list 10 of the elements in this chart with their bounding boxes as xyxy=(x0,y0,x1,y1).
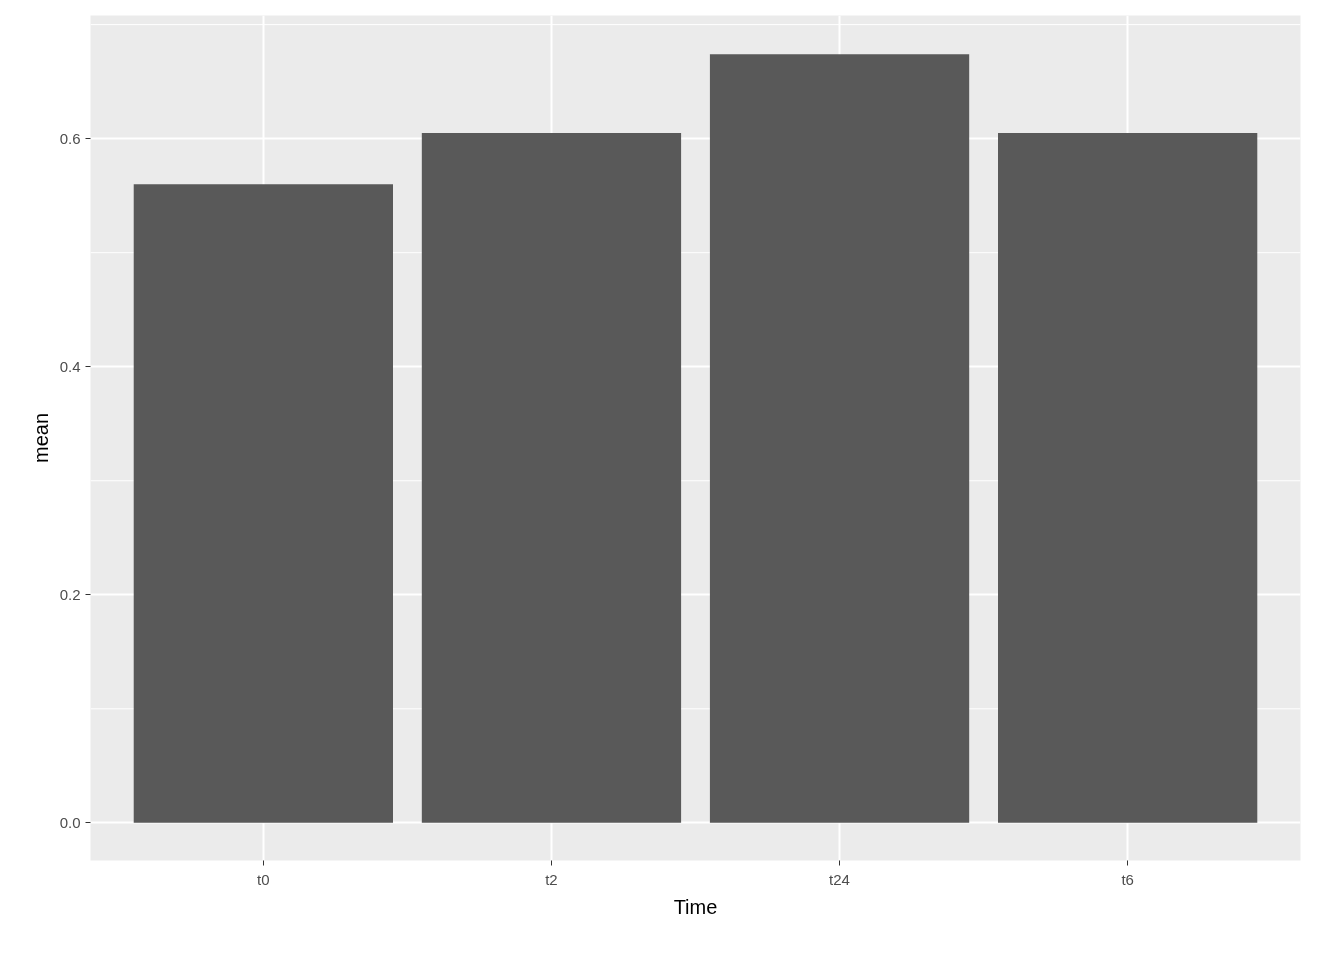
x-tick-label: t0 xyxy=(257,870,270,888)
y-tick-label: 0.4 xyxy=(59,357,81,375)
y-tick-label: 0.0 xyxy=(59,813,81,831)
y-tick-label: 0.6 xyxy=(59,129,81,147)
x-tick-label: t6 xyxy=(1121,870,1134,888)
y-tick-label: 0.2 xyxy=(59,585,81,603)
x-tick-label: t2 xyxy=(545,870,558,888)
x-axis-title: Time xyxy=(673,895,718,918)
x-tick-label: t24 xyxy=(829,870,850,888)
y-axis-title: mean xyxy=(29,412,52,464)
